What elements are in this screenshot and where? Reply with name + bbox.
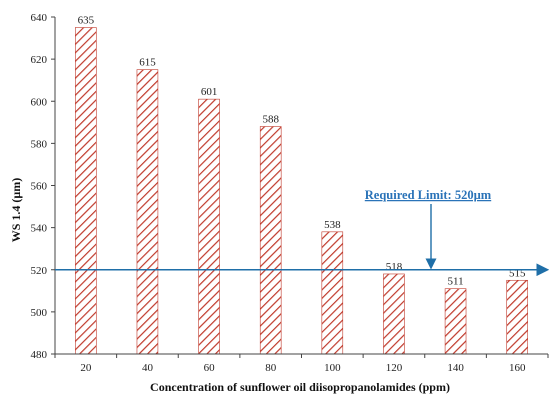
y-tick-label: 500	[31, 307, 48, 319]
bar-value-label: 635	[78, 15, 95, 27]
x-tick-label: 60	[204, 362, 216, 374]
bar-value-label: 588	[262, 114, 279, 126]
bar	[506, 279, 528, 355]
x-tick-label: 20	[80, 362, 92, 374]
x-tick-label: 100	[324, 362, 341, 374]
bar-value-label: 615	[139, 57, 156, 69]
y-tick-label: 600	[31, 96, 48, 108]
bar	[444, 288, 467, 355]
y-tick-label: 580	[31, 138, 48, 150]
bar	[259, 126, 282, 355]
x-axis-ticks: 20 40 60 80 100 120 140 160	[54, 354, 549, 374]
x-tick-label: 40	[142, 362, 154, 374]
bar	[383, 273, 405, 355]
bar-value-label: 518	[386, 261, 403, 273]
x-tick-label: 160	[509, 362, 526, 374]
bar	[136, 69, 159, 355]
y-tick-label: 640	[31, 12, 48, 24]
x-tick-label: 140	[447, 362, 464, 374]
y-tick-label: 480	[31, 349, 48, 361]
bar	[75, 27, 97, 355]
bars	[75, 27, 528, 355]
bar	[198, 98, 220, 355]
y-axis-title: WS 1.4 (µm)	[9, 178, 23, 243]
x-tick-label: 120	[386, 362, 403, 374]
y-tick-label: 620	[31, 54, 48, 66]
bar-value-label: 601	[201, 86, 218, 98]
y-axis-ticks: 480 500 520 540 560 580 600 620 640	[31, 12, 55, 361]
axes	[54, 17, 548, 355]
y-tick-label: 520	[31, 265, 48, 277]
bar-value-label: 538	[324, 219, 341, 231]
y-tick-label: 560	[31, 181, 48, 193]
y-tick-label: 540	[31, 223, 48, 235]
bar-value-label: 511	[448, 276, 464, 288]
x-tick-label: 80	[265, 362, 277, 374]
reference-line-group: Required Limit: 520µm	[55, 188, 550, 277]
bar	[321, 231, 344, 355]
x-axis-title: Concentration of sunflower oil diisoprop…	[150, 380, 450, 394]
reference-line-label: Required Limit: 520µm	[365, 188, 492, 202]
